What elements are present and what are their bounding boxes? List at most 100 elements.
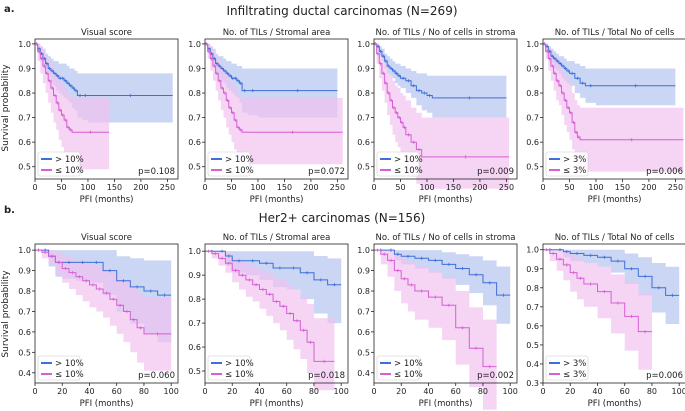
censor-mark: [574, 130, 578, 134]
censor-mark: [212, 64, 216, 68]
censor-mark: [215, 71, 219, 75]
y-tick-label: 1.0: [188, 40, 201, 49]
x-tick-label: 50: [226, 183, 236, 192]
x-tick-label: 100: [250, 183, 265, 192]
censor-mark: [563, 66, 568, 71]
censor-mark: [118, 303, 122, 307]
censor-mark: [319, 278, 323, 282]
censor-mark: [302, 328, 306, 332]
y-tick-label: 0.4: [526, 360, 539, 369]
panel-title: No. of TILs / No of cells in stroma: [376, 28, 516, 38]
censor-mark: [50, 254, 54, 258]
censor-mark: [382, 252, 386, 256]
censor-mark: [135, 285, 139, 289]
censor-mark: [111, 297, 115, 301]
x-tick-label: 60: [620, 387, 630, 396]
y-tick-label: 1.0: [526, 40, 539, 49]
x-tick-label: 0: [540, 387, 545, 396]
censor-mark: [379, 49, 383, 53]
y-tick-label: 0.9: [526, 64, 539, 73]
y-tick-label: 0.6: [188, 138, 201, 147]
censor-mark: [227, 261, 231, 265]
x-tick-label: 200: [303, 183, 318, 192]
y-tick-label: 0.3: [526, 379, 539, 388]
censor-mark: [220, 66, 224, 71]
censor-mark: [236, 125, 240, 129]
legend-label-high: > 10%: [55, 155, 84, 165]
censor-mark: [447, 262, 451, 266]
survival-line-low: [374, 249, 497, 368]
censor-mark: [553, 57, 557, 61]
x-axis-label: PFI (months): [80, 195, 134, 205]
y-tick-label: 0.5: [188, 367, 201, 376]
censor-mark: [78, 93, 82, 98]
p-value: p=0.009: [477, 167, 514, 177]
row-label-b: b.: [4, 205, 15, 216]
censor-mark: [98, 287, 102, 291]
censor-mark: [81, 260, 85, 264]
censor-mark: [412, 140, 416, 144]
censor-mark: [556, 79, 560, 83]
y-tick-label: 0.8: [188, 89, 201, 98]
censor-mark: [417, 89, 421, 93]
censor-mark: [657, 286, 661, 290]
censor-mark: [295, 319, 299, 323]
censor-mark: [237, 259, 241, 263]
censor-mark: [406, 79, 410, 83]
y-tick-label: 0.8: [526, 89, 539, 98]
legend-label-high: > 10%: [225, 155, 254, 165]
censor-mark: [61, 113, 65, 117]
censor-mark: [240, 273, 245, 277]
censor-mark: [264, 261, 268, 265]
censor-mark: [66, 81, 70, 85]
censor-mark: [37, 49, 41, 53]
y-tick-label: 1.0: [18, 40, 31, 49]
y-tick-label: 0.5: [357, 348, 370, 357]
censor-mark: [45, 62, 49, 66]
x-tick-label: 100: [672, 387, 685, 396]
censor-mark: [387, 91, 391, 95]
censor-mark: [379, 62, 383, 66]
x-tick-label: 100: [419, 183, 434, 192]
ci-band-high: [543, 43, 676, 106]
censor-mark: [42, 64, 46, 68]
x-tick-label: 50: [564, 183, 574, 192]
y-tick-label: 0.6: [526, 322, 539, 331]
censor-mark: [558, 248, 562, 252]
censor-mark: [375, 248, 379, 252]
x-tick-label: 250: [499, 183, 514, 192]
censor-mark: [394, 111, 399, 115]
axes-frame: [204, 243, 349, 384]
censor-mark: [66, 125, 70, 129]
censor-mark: [548, 57, 552, 61]
censor-mark: [281, 304, 285, 308]
censor-mark: [570, 71, 574, 75]
censor-mark: [162, 293, 166, 297]
p-value: p=0.002: [477, 371, 514, 381]
x-tick-label: 0: [540, 183, 545, 192]
x-tick-label: 80: [139, 387, 149, 396]
y-tick-label: 0.6: [188, 343, 201, 352]
censor-mark: [223, 91, 227, 95]
y-tick-label: 0.9: [188, 64, 201, 73]
censor-mark: [406, 254, 410, 258]
censor-mark: [50, 69, 54, 73]
survival-line-high: [205, 250, 342, 286]
censor-mark: [544, 248, 548, 252]
censor-mark: [40, 57, 44, 61]
censor-mark: [384, 59, 388, 63]
x-tick-label: 250: [668, 183, 683, 192]
censor-mark: [389, 98, 393, 102]
censor-mark: [268, 292, 272, 296]
panel-b1: Visual score 0 20 40 60 80 100 0.4 0.5 0.6 0.7 0.8 0…: [18, 233, 179, 409]
censor-mark: [138, 326, 143, 330]
censor-mark: [616, 301, 620, 305]
censor-mark: [616, 259, 620, 263]
censor-mark: [463, 155, 467, 159]
panel-b4: No. of TILs / Total No of cells 0 20 40 60 80…: [526, 233, 685, 409]
x-axis-label: PFI (months): [80, 399, 134, 409]
censor-mark: [376, 52, 380, 56]
censor-mark: [392, 106, 396, 110]
censor-mark: [43, 250, 47, 254]
